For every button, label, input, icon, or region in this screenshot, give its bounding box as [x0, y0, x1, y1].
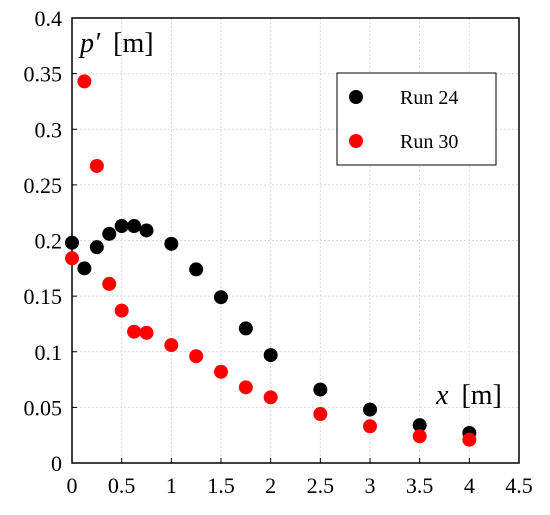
data-point-run-24 — [139, 223, 154, 238]
x-tick-label: 4.5 — [505, 473, 533, 498]
data-point-run-30 — [164, 338, 179, 353]
y-tick-label: 0 — [51, 451, 62, 476]
y-tick-label: 0.25 — [24, 173, 63, 198]
data-point-run-24 — [412, 418, 427, 433]
data-point-run-24 — [127, 219, 142, 234]
data-points — [65, 74, 477, 447]
data-point-run-30 — [214, 364, 228, 379]
y-tick-label: 0.2 — [35, 229, 63, 254]
data-point-run-24 — [114, 219, 129, 234]
data-point-run-24 — [89, 240, 104, 255]
data-point-run-30 — [77, 74, 92, 89]
data-point-run-30 — [462, 432, 477, 447]
y-tick-label: 0.4 — [35, 6, 63, 31]
data-point-run-24 — [313, 382, 328, 397]
data-point-run-24 — [164, 236, 179, 251]
legend-marker-run-30 — [349, 134, 363, 148]
data-point-run-24 — [238, 321, 253, 336]
y-tick-label: 0.35 — [24, 62, 63, 87]
y-tick-label: 0.3 — [35, 117, 63, 142]
x-tick-label: 2 — [265, 473, 276, 498]
data-point-run-24 — [363, 402, 377, 417]
legend-label-run-24: Run 24 — [400, 87, 458, 109]
x-tick-label: 3.5 — [406, 473, 434, 498]
data-point-run-30 — [238, 380, 253, 395]
x-tick-label: 2.5 — [307, 473, 335, 498]
y-tick-label: 0.15 — [24, 284, 63, 309]
data-point-run-30 — [189, 349, 204, 364]
data-point-run-24 — [214, 290, 228, 305]
data-point-run-30 — [139, 325, 154, 340]
x-tick-label: 0.5 — [108, 473, 136, 498]
x-tick-label: 3 — [365, 473, 376, 498]
data-point-run-30 — [65, 251, 79, 266]
data-point-run-30 — [102, 276, 117, 291]
x-tick-label: 1.5 — [207, 473, 235, 498]
legend: Run 24 Run 30 — [336, 72, 497, 166]
x-tick-label: 0 — [67, 473, 78, 498]
legend-label-run-30: Run 30 — [400, 131, 458, 153]
data-point-run-30 — [89, 158, 104, 173]
data-point-run-24 — [77, 261, 92, 276]
x-tick-label: 4 — [464, 473, 475, 498]
data-point-run-30 — [127, 324, 142, 339]
y-tick-label: 0.05 — [24, 395, 63, 420]
data-point-run-30 — [313, 407, 328, 422]
data-point-run-24 — [263, 348, 278, 363]
x-tick-label: 1 — [166, 473, 177, 498]
tick-labels: 0 0.5 1 1.5 2 2.5 3 3.5 4 4.5 0 0.05 0.1 0.15 0.2 0.25 0… — [24, 6, 533, 498]
legend-box — [336, 72, 497, 166]
data-point-run-24 — [65, 235, 79, 250]
y-axis-symbol: p′ — [78, 28, 101, 59]
x-axis-unit: [m] — [461, 380, 501, 411]
legend-marker-run-24 — [349, 90, 363, 104]
data-point-run-24 — [102, 226, 117, 241]
data-point-run-30 — [363, 419, 377, 434]
x-axis-symbol: x — [435, 380, 449, 411]
data-point-run-30 — [263, 390, 278, 405]
x-axis-label: x [m] — [435, 380, 502, 411]
y-axis-label: p′ [m] — [78, 28, 154, 59]
data-point-run-24 — [189, 262, 204, 277]
y-axis-unit: [m] — [113, 28, 153, 59]
data-point-run-30 — [412, 429, 427, 444]
y-tick-label: 0.1 — [35, 340, 63, 365]
data-point-run-30 — [114, 303, 129, 318]
